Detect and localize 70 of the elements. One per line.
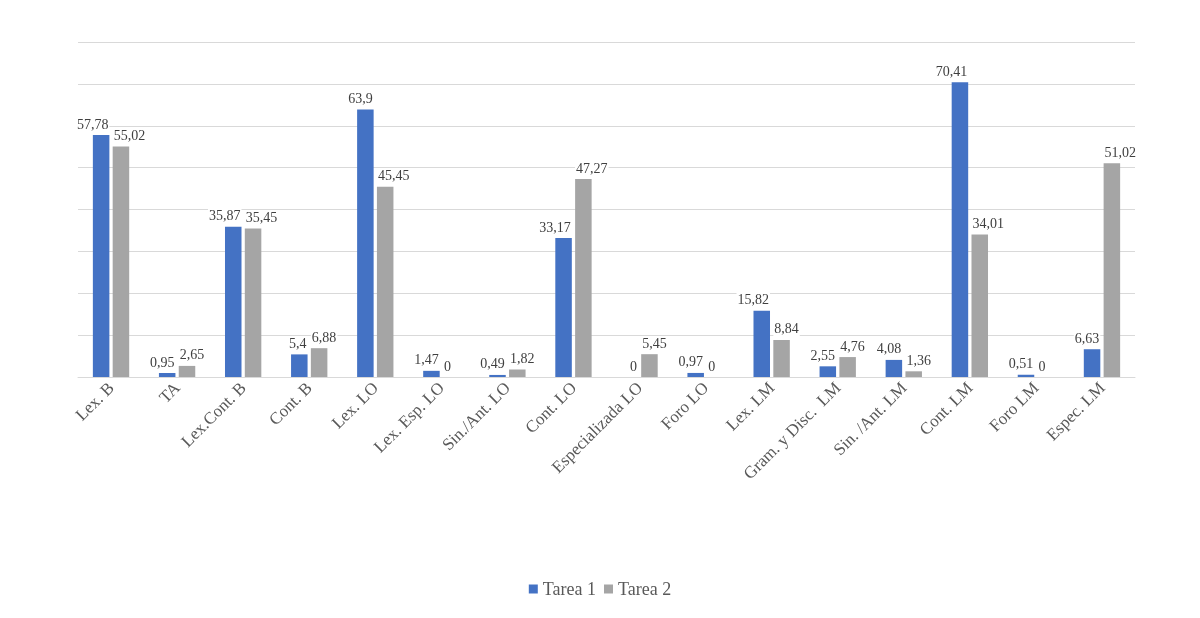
data-label: 5,4 <box>289 335 307 351</box>
x-tick-label: Cont. LM <box>915 378 977 440</box>
bar <box>885 359 903 377</box>
data-label: 33,17 <box>539 219 571 235</box>
data-label: 6,63 <box>1074 330 1100 346</box>
data-label: 0,97 <box>678 354 703 370</box>
x-tick-label: Foro LO <box>657 378 713 434</box>
bar <box>158 373 176 377</box>
data-label: 0 <box>1038 358 1046 374</box>
x-tick-label: Lex. LO <box>327 378 382 433</box>
data-label: 0,51 <box>1008 356 1034 372</box>
data-label: 2,65 <box>179 347 205 363</box>
bar <box>423 370 440 377</box>
data-label: 0,95 <box>149 354 175 370</box>
bar <box>1017 374 1035 377</box>
bar <box>687 372 704 377</box>
x-tick-label: Cont. B <box>265 378 316 430</box>
data-label: 0 <box>629 358 637 374</box>
data-label: 5,45 <box>642 335 667 351</box>
data-label: 35,45 <box>245 210 278 226</box>
bar <box>92 135 110 377</box>
data-label: 70,41 <box>935 63 968 79</box>
data-label: 34,01 <box>972 216 1004 232</box>
bar <box>310 348 328 377</box>
bar <box>509 369 526 377</box>
data-label: 6,88 <box>311 329 337 345</box>
bar <box>819 366 837 377</box>
x-tick-label: Lex. B <box>71 378 118 425</box>
bar <box>489 374 506 377</box>
data-label: 63,9 <box>348 90 373 106</box>
data-label: 8,84 <box>774 321 799 337</box>
bar <box>839 357 856 377</box>
bar <box>951 82 969 377</box>
data-label: 0,49 <box>480 356 505 372</box>
data-label: 35,87 <box>209 208 241 224</box>
data-label: 45,45 <box>377 168 410 184</box>
data-label: 0 <box>444 358 451 374</box>
legend-label: Tarea 2 <box>618 579 672 599</box>
bar <box>555 238 572 377</box>
bar <box>357 109 374 377</box>
data-label: 57,78 <box>76 116 109 132</box>
bar <box>291 354 308 377</box>
data-label: 4,76 <box>840 338 865 354</box>
data-label: 1,36 <box>906 352 931 368</box>
x-tick-label: Lex. LM <box>722 378 779 435</box>
data-label: 1,82 <box>510 350 535 366</box>
bar <box>905 371 922 377</box>
data-label: 1,47 <box>414 352 439 368</box>
data-label: 0 <box>708 358 716 374</box>
bar <box>1103 163 1121 377</box>
bar <box>244 228 262 377</box>
bar <box>641 354 658 377</box>
data-label: 47,27 <box>576 160 608 176</box>
bar <box>753 310 770 377</box>
x-tick-label: TA <box>155 377 185 407</box>
bar <box>971 234 989 377</box>
data-label: 51,02 <box>1104 144 1137 160</box>
bar <box>575 179 592 377</box>
bar <box>112 146 130 377</box>
x-tick-label: Foro LM <box>985 378 1043 436</box>
bar <box>773 339 790 377</box>
data-label: 15,82 <box>737 292 769 308</box>
bar <box>376 186 394 377</box>
data-label: 2,55 <box>810 347 836 363</box>
bar <box>224 226 242 377</box>
legend-label: Tarea 1 <box>542 579 596 599</box>
data-label: 55,02 <box>113 128 146 144</box>
bar <box>178 365 196 377</box>
data-label: 4,08 <box>876 341 902 357</box>
bar <box>1083 349 1101 377</box>
